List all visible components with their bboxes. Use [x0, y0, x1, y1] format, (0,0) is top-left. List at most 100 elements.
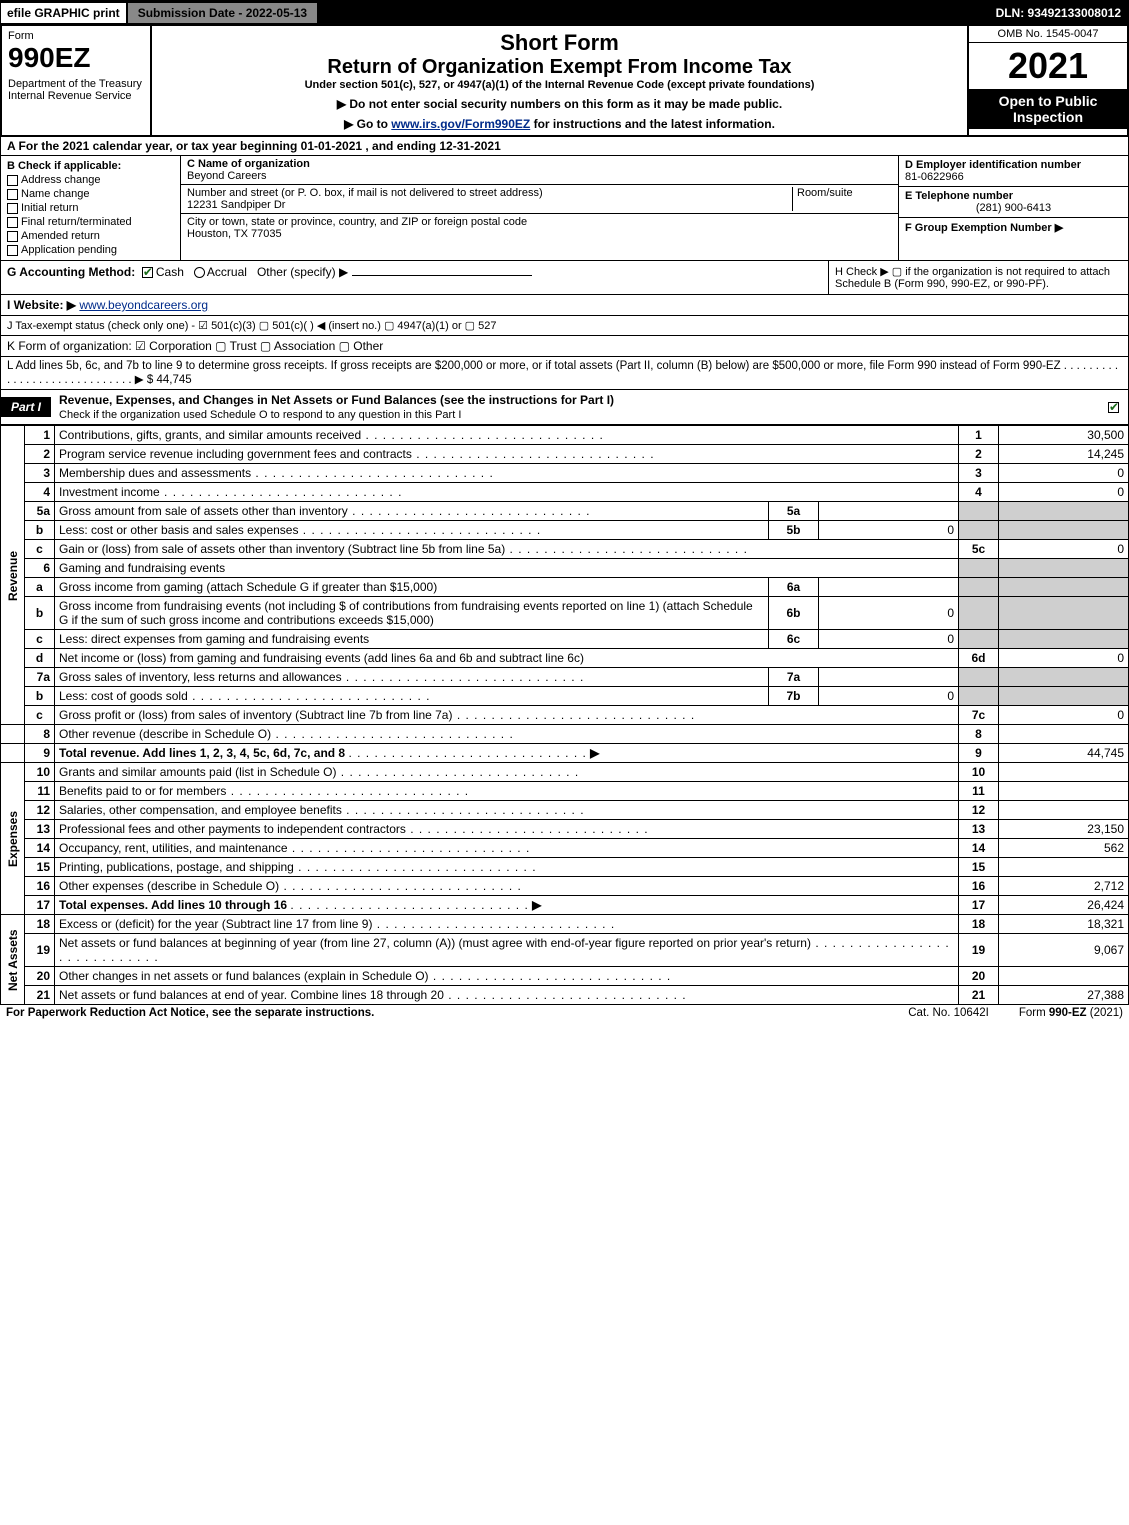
- line-rval: 9,067: [999, 934, 1129, 967]
- line-num: 8: [25, 725, 55, 744]
- header-left: Form 990EZ Department of the Treasury In…: [2, 26, 152, 135]
- check-final-return[interactable]: Final return/terminated: [7, 216, 174, 228]
- line-midnum: 7b: [769, 687, 819, 706]
- goto-note: ▶ Go to www.irs.gov/Form990EZ for instru…: [160, 117, 959, 131]
- room-label: Room/suite: [797, 187, 853, 199]
- line-desc: Total revenue. Add lines 1, 2, 3, 4, 5c,…: [55, 744, 959, 763]
- line-rval: 18,321: [999, 915, 1129, 934]
- part-i-tag: Part I: [1, 397, 51, 417]
- netassets-side-label: Net Assets: [1, 915, 25, 1005]
- col-b-label: B Check if applicable:: [7, 160, 121, 172]
- irs-link[interactable]: www.irs.gov/Form990EZ: [391, 117, 530, 131]
- line-midval: 0: [819, 521, 959, 540]
- part-i-header: Part I Revenue, Expenses, and Changes in…: [0, 390, 1129, 425]
- grey-cell: [959, 559, 999, 578]
- line-rval: 44,745: [999, 744, 1129, 763]
- ein-label: D Employer identification number: [905, 159, 1081, 171]
- line-rval: 0: [999, 540, 1129, 559]
- subtitle: Under section 501(c), 527, or 4947(a)(1)…: [160, 79, 959, 91]
- line-num: 9: [25, 744, 55, 763]
- col-c-org: C Name of organization Beyond Careers Nu…: [181, 156, 898, 260]
- line-rval: 0: [999, 649, 1129, 668]
- line-desc: Investment income: [55, 483, 959, 502]
- line-rval: [999, 858, 1129, 877]
- line-rnum: 2: [959, 445, 999, 464]
- part-i-check[interactable]: [1108, 402, 1119, 413]
- org-name: Beyond Careers: [187, 170, 267, 182]
- line-rnum: 13: [959, 820, 999, 839]
- line-desc: Gross income from fundraising events (no…: [55, 597, 769, 630]
- line-rnum: 20: [959, 967, 999, 986]
- page-footer: For Paperwork Reduction Act Notice, see …: [0, 1005, 1129, 1021]
- line-num: 4: [25, 483, 55, 502]
- cash-checkbox[interactable]: [142, 267, 153, 278]
- accrual-radio[interactable]: [194, 267, 205, 278]
- cat-no: Cat. No. 10642I: [908, 1007, 989, 1019]
- line-rval: 26,424: [999, 896, 1129, 915]
- city-label: City or town, state or province, country…: [187, 216, 527, 228]
- line-desc: Gross sales of inventory, less returns a…: [55, 668, 769, 687]
- website-link[interactable]: www.beyondcareers.org: [79, 298, 208, 312]
- line-midval: [819, 502, 959, 521]
- line-desc: Membership dues and assessments: [55, 464, 959, 483]
- grey-cell: [959, 668, 999, 687]
- line-desc: Printing, publications, postage, and shi…: [55, 858, 959, 877]
- row-j-tax-status: J Tax-exempt status (check only one) - ☑…: [0, 316, 1129, 336]
- line-rval: [999, 782, 1129, 801]
- line-rnum: 14: [959, 839, 999, 858]
- check-initial-return[interactable]: Initial return: [7, 202, 174, 214]
- line-desc: Net assets or fund balances at beginning…: [55, 934, 959, 967]
- section-bcd: B Check if applicable: Address change Na…: [0, 156, 1129, 261]
- line-num: 18: [25, 915, 55, 934]
- line-rnum: 15: [959, 858, 999, 877]
- line-desc: Gross income from gaming (attach Schedul…: [55, 578, 769, 597]
- schedule-b-check: H Check ▶ ▢ if the organization is not r…: [828, 261, 1128, 294]
- line-rval: 23,150: [999, 820, 1129, 839]
- check-application-pending[interactable]: Application pending: [7, 244, 174, 256]
- line-midval: [819, 578, 959, 597]
- main-title: Return of Organization Exempt From Incom…: [160, 56, 959, 79]
- line-num: 13: [25, 820, 55, 839]
- line-rval: [999, 801, 1129, 820]
- part-i-title: Revenue, Expenses, and Changes in Net As…: [51, 390, 1108, 424]
- header-right: OMB No. 1545-0047 2021 Open to Public In…: [967, 26, 1127, 135]
- col-d-ids: D Employer identification number 81-0622…: [898, 156, 1128, 260]
- line-num: 15: [25, 858, 55, 877]
- header-mid: Short Form Return of Organization Exempt…: [152, 26, 967, 135]
- line-rnum: 3: [959, 464, 999, 483]
- line-rnum: 1: [959, 426, 999, 445]
- line-desc: Total expenses. Add lines 10 through 16 …: [55, 896, 959, 915]
- line-midnum: 6b: [769, 597, 819, 630]
- line-desc: Contributions, gifts, grants, and simila…: [55, 426, 959, 445]
- website-label: I Website: ▶: [7, 298, 76, 312]
- line-rnum: 18: [959, 915, 999, 934]
- col-b-checks: B Check if applicable: Address change Na…: [1, 156, 181, 260]
- part-i-checknote: Check if the organization used Schedule …: [59, 409, 461, 421]
- goto-post: for instructions and the latest informat…: [534, 117, 775, 131]
- dln-label: DLN: 93492133008012: [988, 3, 1129, 23]
- tel-label: E Telephone number: [905, 190, 1013, 202]
- row-l-amount: 44,745: [156, 374, 191, 386]
- row-a-year: A For the 2021 calendar year, or tax yea…: [0, 137, 1129, 156]
- line-num: 10: [25, 763, 55, 782]
- grey-cell: [959, 502, 999, 521]
- top-bar: efile GRAPHIC print Submission Date - 20…: [0, 0, 1129, 26]
- grey-cell: [959, 597, 999, 630]
- line-desc: Gross profit or (loss) from sales of inv…: [55, 706, 959, 725]
- check-address-change[interactable]: Address change: [7, 174, 174, 186]
- line-num: b: [25, 521, 55, 540]
- efile-print-label[interactable]: efile GRAPHIC print: [0, 2, 127, 24]
- line-desc: Net income or (loss) from gaming and fun…: [55, 649, 959, 668]
- check-amended-return[interactable]: Amended return: [7, 230, 174, 242]
- check-name-change[interactable]: Name change: [7, 188, 174, 200]
- department-label: Department of the Treasury Internal Reve…: [8, 78, 144, 102]
- line-rnum: 4: [959, 483, 999, 502]
- line-desc: Less: direct expenses from gaming and fu…: [55, 630, 769, 649]
- line-desc: Less: cost or other basis and sales expe…: [55, 521, 769, 540]
- line-num: a: [25, 578, 55, 597]
- line-midval: 0: [819, 630, 959, 649]
- line-rval: 562: [999, 839, 1129, 858]
- line-desc: Other expenses (describe in Schedule O): [55, 877, 959, 896]
- line-desc: Gain or (loss) from sale of assets other…: [55, 540, 959, 559]
- form-ref: Form 990-EZ (2021): [1019, 1007, 1123, 1019]
